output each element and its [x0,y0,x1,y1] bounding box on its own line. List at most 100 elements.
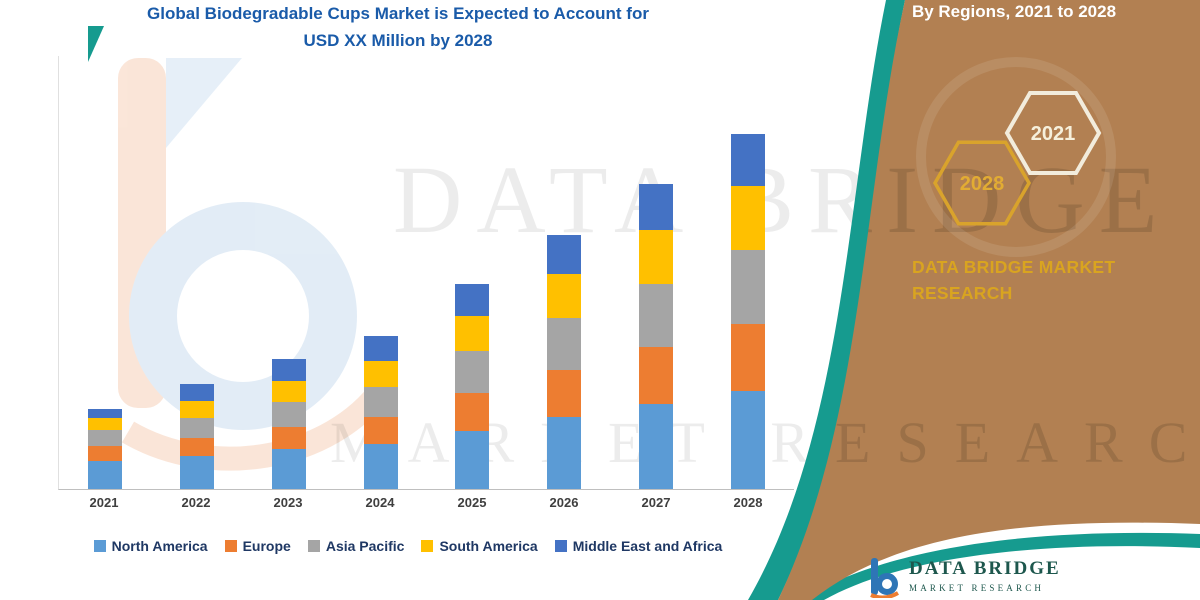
segment-europe [731,323,766,391]
segment-asia-pacific [547,318,582,371]
logo-watermark-ring [129,202,357,430]
segment-north-america [455,431,490,489]
hexagon-2021-label: 2021 [1031,123,1076,145]
panel-brand-line2: RESEARCH [912,283,1013,304]
legend-swatch [554,540,567,552]
segment-south-america [455,316,490,352]
segment-north-america [363,443,398,489]
segment-asia-pacific [639,284,674,347]
panel-decor-circle [916,57,1116,257]
chart-title-line1: Global Biodegradable Cups Market is Expe… [147,4,649,23]
hexagon-2021 [1004,91,1102,175]
teal-bottom-band [800,532,1200,600]
segment-europe [87,446,122,461]
x-tick-label: 2028 [733,495,763,510]
x-tick-label: 2022 [181,495,211,510]
panel-watermark-line2: MARKET RESEARCH [330,410,1200,475]
segment-south-america [731,185,766,250]
segment-europe [455,393,490,432]
segment-europe [363,416,398,444]
logo-watermark [118,58,394,471]
x-tick-label: 2023 [273,495,303,510]
segment-south-america [87,417,122,431]
segment-asia-pacific [87,430,122,447]
segment-north-america [547,416,582,489]
legend-swatch [93,540,106,552]
teal-curve-accent [748,0,905,600]
chart-title-line2: USD XX Million by 2028 [303,31,493,51]
segment-north-america [639,404,674,489]
segment-asia-pacific [271,401,306,427]
bar-2025 [455,284,490,489]
data-bridge-logo-icon [870,558,899,598]
segment-middle-east-and-africa [455,284,490,317]
segment-europe [271,426,306,449]
segment-europe [639,346,674,405]
segment-south-america [179,400,214,419]
hexagon-2028-label: 2028 [960,173,1005,195]
x-axis-labels: 2021 2022 2023 2024 2025 2026 2027 2028 [58,495,794,510]
legend-item-middle-east-and-africa: Middle East and Africa [554,538,723,554]
bar-2022 [179,383,214,489]
segment-north-america [87,460,122,489]
panel-brand-text: DATA BRIDGE MARKET RESEARCH [912,254,1127,307]
footer-texts: DATA BRIDGE MARKET RESEARCH [909,558,1061,593]
segment-europe [547,370,582,417]
x-tick-label: 2021 [89,495,119,510]
segment-north-america [731,390,766,489]
segment-south-america [363,360,398,387]
hexagon-2028 [932,140,1032,226]
segment-south-america [271,380,306,402]
legend-item-south-america: South America [421,538,538,554]
legend: North America Europe Asia Pacific South Ame… [28,538,788,554]
teal-corner-accent [88,26,104,62]
legend-label: South America [439,538,538,554]
segment-asia-pacific [455,351,490,394]
bar-2028 [731,133,766,489]
x-tick-label: 2024 [365,495,395,510]
x-tick-label: 2025 [457,495,487,510]
segment-north-america [271,448,306,489]
segment-asia-pacific [179,418,214,438]
segment-middle-east-and-africa [547,234,582,275]
x-tick-label: 2026 [549,495,579,510]
panel-background [778,0,1200,600]
legend-swatch [307,540,320,552]
chart-title: Global Biodegradable Cups Market is Expe… [28,0,768,54]
footer-logo: DATA BRIDGE MARKET RESEARCH [868,558,1061,598]
footer-brand-name: DATA BRIDGE [909,558,1061,579]
bar-2026 [547,234,582,489]
legend-label: Middle East and Africa [572,538,723,554]
segment-asia-pacific [363,386,398,417]
footer-brand-sub: MARKET RESEARCH [909,583,1045,593]
legend-label: Asia Pacific [325,538,405,554]
segment-north-america [179,456,214,489]
segment-europe [179,437,214,456]
bar-2021 [87,409,122,489]
legend-label: North America [111,538,208,554]
bar-2023 [271,358,306,489]
panel-brand-line1: DATA BRIDGE MARKET [912,257,1116,277]
bar-2027 [639,183,674,489]
segment-south-america [547,274,582,319]
legend-item-north-america: North America [93,538,208,554]
segment-middle-east-and-africa [363,335,398,361]
segment-middle-east-and-africa [639,183,674,231]
segment-south-america [639,230,674,285]
logo-watermark-wedge [166,58,242,148]
legend-label: Europe [242,538,291,554]
legend-item-asia-pacific: Asia Pacific [307,538,405,554]
plot-area [58,56,794,490]
segment-middle-east-and-africa [271,358,306,381]
segment-asia-pacific [731,249,766,324]
x-tick-label: 2027 [641,495,671,510]
legend-swatch [224,540,237,552]
segment-middle-east-and-africa [179,383,214,401]
logo-watermark-swoosh [121,378,394,471]
segment-middle-east-and-africa [731,133,766,186]
panel-heading: By Regions, 2021 to 2028 [911,2,1117,21]
legend-swatch [421,540,434,552]
segment-middle-east-and-africa [87,409,122,418]
legend-item-europe: Europe [224,538,291,554]
